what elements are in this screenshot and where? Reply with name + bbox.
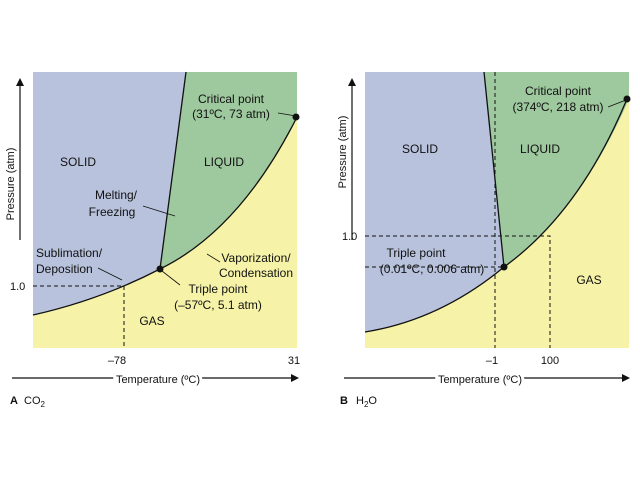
panel-a-triple-point-marker [156, 265, 164, 273]
panel-a-solid-label: SOLID [60, 155, 96, 169]
panel-b-critical-point-marker [623, 95, 631, 103]
panel-a-x-tick-31: 31 [288, 355, 300, 367]
panel-b-h2o: SOLID LIQUID GAS Critical point (374ºC, … [337, 71, 631, 409]
panel-b-x-tick-neg1: –1 [486, 355, 498, 367]
panel-a-triple-point-title: Triple point [189, 282, 249, 296]
panel-a-co2: SOLID LIQUID GAS Critical point (31ºC, 7… [5, 71, 300, 409]
panel-a-sublimation-label-1: Sublimation/ [36, 246, 103, 260]
panel-b-x-tick-100: 100 [541, 355, 559, 367]
panel-a-melting-leader [142, 205, 176, 217]
panel-a-triple-leader [161, 270, 181, 286]
panel-a-vaporization-label-1: Vaporization/ [221, 251, 291, 265]
panel-a-dashed-reference [33, 285, 125, 348]
panel-a-caption-formula: CO2 [24, 395, 46, 409]
panel-b-x-axis-title: Temperature (ºC) [438, 374, 522, 386]
panel-b-caption-letter: B [340, 395, 348, 407]
panel-a-critical-point-marker [292, 113, 300, 121]
panel-b-caption-formula: H2O [356, 395, 377, 409]
panel-b-dashed-horizontal [365, 235, 551, 348]
panel-a-y-tick-1: 1.0 [10, 281, 25, 293]
panel-a-vaporization-leader [206, 253, 221, 263]
panel-b-y-tick-1: 1.0 [342, 231, 357, 243]
panel-a-x-axis-title: Temperature (ºC) [116, 374, 200, 386]
panel-a-vaporization-curve [159, 116, 298, 270]
panel-b-liquid-region [484, 72, 629, 267]
panel-a-sublimation-curve [32, 268, 161, 316]
panel-a-melting-label-2: Freezing [89, 205, 136, 219]
panel-a-vaporization-label-2: Condensation [219, 266, 293, 280]
panel-a-critical-point-value: (31ºC, 73 atm) [192, 107, 270, 121]
panel-a-melting-line [159, 71, 187, 270]
panel-b-gas-label: GAS [576, 273, 601, 287]
panel-b-sublimation-curve [364, 266, 505, 333]
panel-b-critical-point-title: Critical point [525, 84, 592, 98]
panel-a-x-tick-neg78: –78 [108, 355, 126, 367]
panel-a-sublimation-label-2: Deposition [36, 262, 93, 276]
panel-b-liquid-label: LIQUID [520, 142, 560, 156]
panel-b-critical-leader [607, 99, 627, 108]
panel-a-gas-label: GAS [139, 314, 164, 328]
panel-b-solid-region [365, 72, 504, 332]
panel-b-y-axis-title: Pressure (atm) [337, 116, 349, 189]
panel-b-triple-point-value: (0.01ºC, 0.006 atm) [380, 262, 484, 276]
panel-b-triple-point-title: Triple point [387, 246, 447, 260]
panel-b-vaporization-curve [503, 98, 628, 268]
panel-a-triple-point-value: (–57ºC, 5.1 atm) [174, 298, 262, 312]
panel-a-liquid-label: LIQUID [204, 155, 244, 169]
panel-a-solid-region [33, 72, 186, 315]
panel-b-melting-line [483, 71, 505, 268]
panel-a-critical-point-title: Critical point [198, 92, 265, 106]
panel-a-y-axis-title: Pressure (atm) [5, 148, 17, 221]
panel-b-critical-point-value: (374ºC, 218 atm) [512, 100, 603, 114]
panel-a-sublimation-leader [97, 267, 123, 281]
panel-a-melting-label-1: Melting/ [95, 188, 138, 202]
panel-a-caption-letter: A [10, 395, 18, 407]
panel-a-liquid-region [160, 72, 297, 269]
panel-b-solid-label: SOLID [402, 142, 438, 156]
panel-b-triple-point-marker [500, 263, 508, 271]
